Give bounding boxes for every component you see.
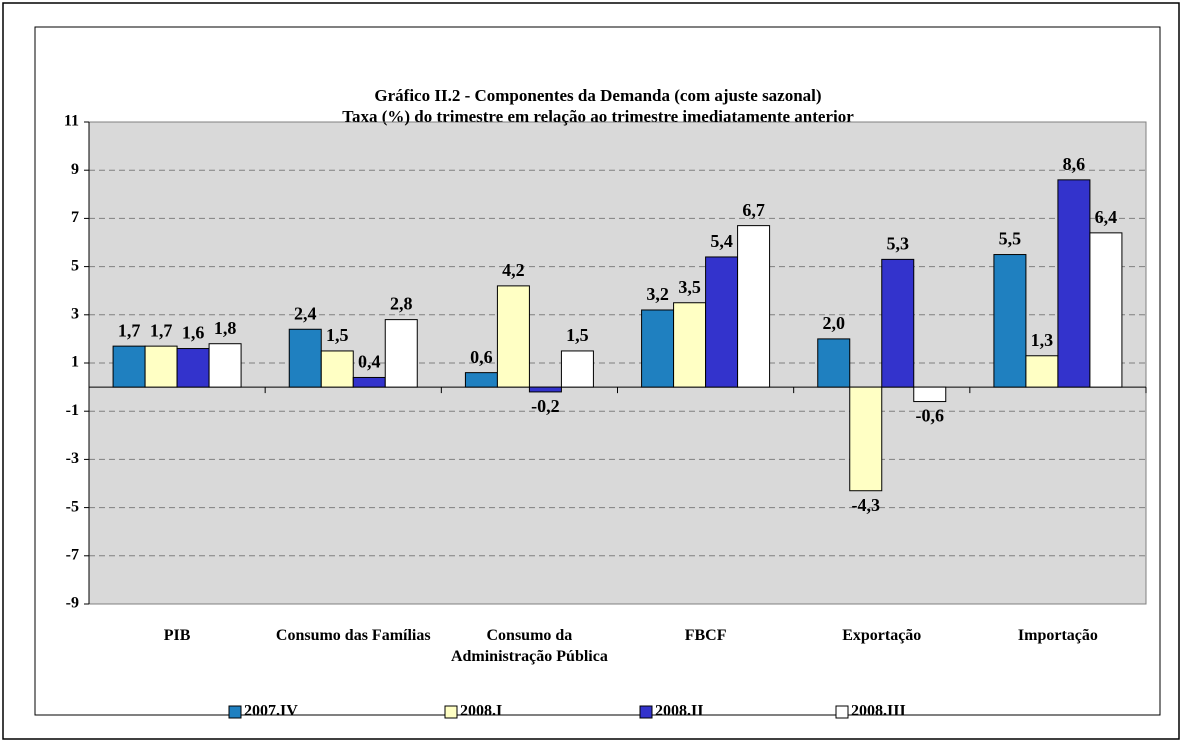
- data-label: 1,3: [1031, 330, 1054, 350]
- data-label: 6,7: [742, 200, 765, 220]
- legend-swatch: [228, 705, 242, 719]
- y-tick-label: -7: [66, 546, 79, 563]
- data-label: 1,8: [214, 318, 237, 338]
- x-tick-label: Consumo da Administração Pública: [450, 627, 608, 665]
- x-tick-label: FBCF: [684, 627, 727, 644]
- bar: [176, 348, 210, 388]
- bar: [352, 376, 386, 388]
- data-label: 1,5: [566, 325, 589, 345]
- bar: [288, 328, 322, 388]
- data-label: 0,6: [470, 347, 493, 367]
- bar: [705, 256, 739, 388]
- chart-subtitle: Taxa (%) do trimestre em relação ao trim…: [342, 107, 854, 126]
- bar: [496, 285, 530, 388]
- bar: [737, 225, 771, 388]
- y-tick-label: -9: [66, 595, 79, 612]
- bar: [528, 386, 562, 393]
- data-label: 4,2: [502, 260, 525, 280]
- bar: [817, 338, 851, 388]
- bar: [560, 350, 594, 388]
- data-label: 5,3: [887, 233, 910, 253]
- bar: [464, 372, 498, 388]
- plot-area: [88, 121, 1147, 605]
- chart-title: Gráfico II.2 - Componentes da Demanda (c…: [374, 86, 821, 105]
- legend-swatch: [444, 705, 458, 719]
- data-label: 5,5: [999, 229, 1022, 249]
- data-label: 2,0: [823, 313, 846, 333]
- bar: [320, 350, 354, 388]
- data-label: 0,4: [358, 352, 381, 372]
- data-label: 1,6: [182, 323, 205, 343]
- data-label: 6,4: [1095, 207, 1118, 227]
- chart-frame: [34, 26, 1161, 716]
- x-tick-label: Consumo das Famílias: [275, 627, 431, 644]
- legend-label: 2008.II: [655, 703, 703, 720]
- legend-swatch: [835, 705, 849, 719]
- bar: [1089, 232, 1123, 388]
- bar: [913, 386, 947, 403]
- y-tick-label: -5: [66, 498, 79, 515]
- y-tick-label: 3: [71, 305, 79, 322]
- bar: [208, 343, 242, 388]
- y-tick-label: 1: [71, 354, 79, 371]
- legend-label: 2007.IV: [244, 703, 298, 720]
- legend-label: 2008.I: [460, 703, 502, 720]
- data-label: 3,5: [678, 277, 701, 297]
- bar: [144, 345, 178, 388]
- bar: [1057, 179, 1091, 388]
- y-tick-label: 9: [71, 161, 79, 178]
- y-tick-label: -1: [66, 402, 79, 419]
- bar: [881, 258, 915, 388]
- bar: [849, 386, 883, 492]
- bar: [112, 345, 146, 388]
- bar: [641, 309, 675, 388]
- bar: [993, 254, 1027, 388]
- data-label: 1,5: [326, 325, 349, 345]
- y-tick-label: 5: [71, 257, 79, 274]
- y-tick-label: 7: [71, 209, 79, 226]
- y-tick-label: 11: [64, 113, 79, 130]
- x-tick-label: Exportação: [842, 627, 922, 644]
- data-label: -0,6: [916, 406, 945, 426]
- data-label: 2,4: [294, 303, 317, 323]
- data-label: 1,7: [118, 320, 141, 340]
- legend-label: 2008.III: [851, 703, 906, 720]
- bar: [384, 319, 418, 388]
- data-label: 1,7: [150, 320, 173, 340]
- y-tick-label: -3: [66, 450, 79, 467]
- data-label: 3,2: [646, 284, 669, 304]
- bar: [673, 302, 707, 388]
- x-tick-label: Importação: [1017, 627, 1098, 644]
- data-label: 8,6: [1063, 154, 1086, 174]
- data-label: 5,4: [710, 231, 733, 251]
- data-label: 2,8: [390, 294, 413, 314]
- data-label: -4,3: [852, 495, 881, 515]
- bar: [1025, 355, 1059, 388]
- x-tick-label: PIB: [163, 627, 191, 644]
- data-label: -0,2: [531, 396, 560, 416]
- legend-swatch: [639, 705, 653, 719]
